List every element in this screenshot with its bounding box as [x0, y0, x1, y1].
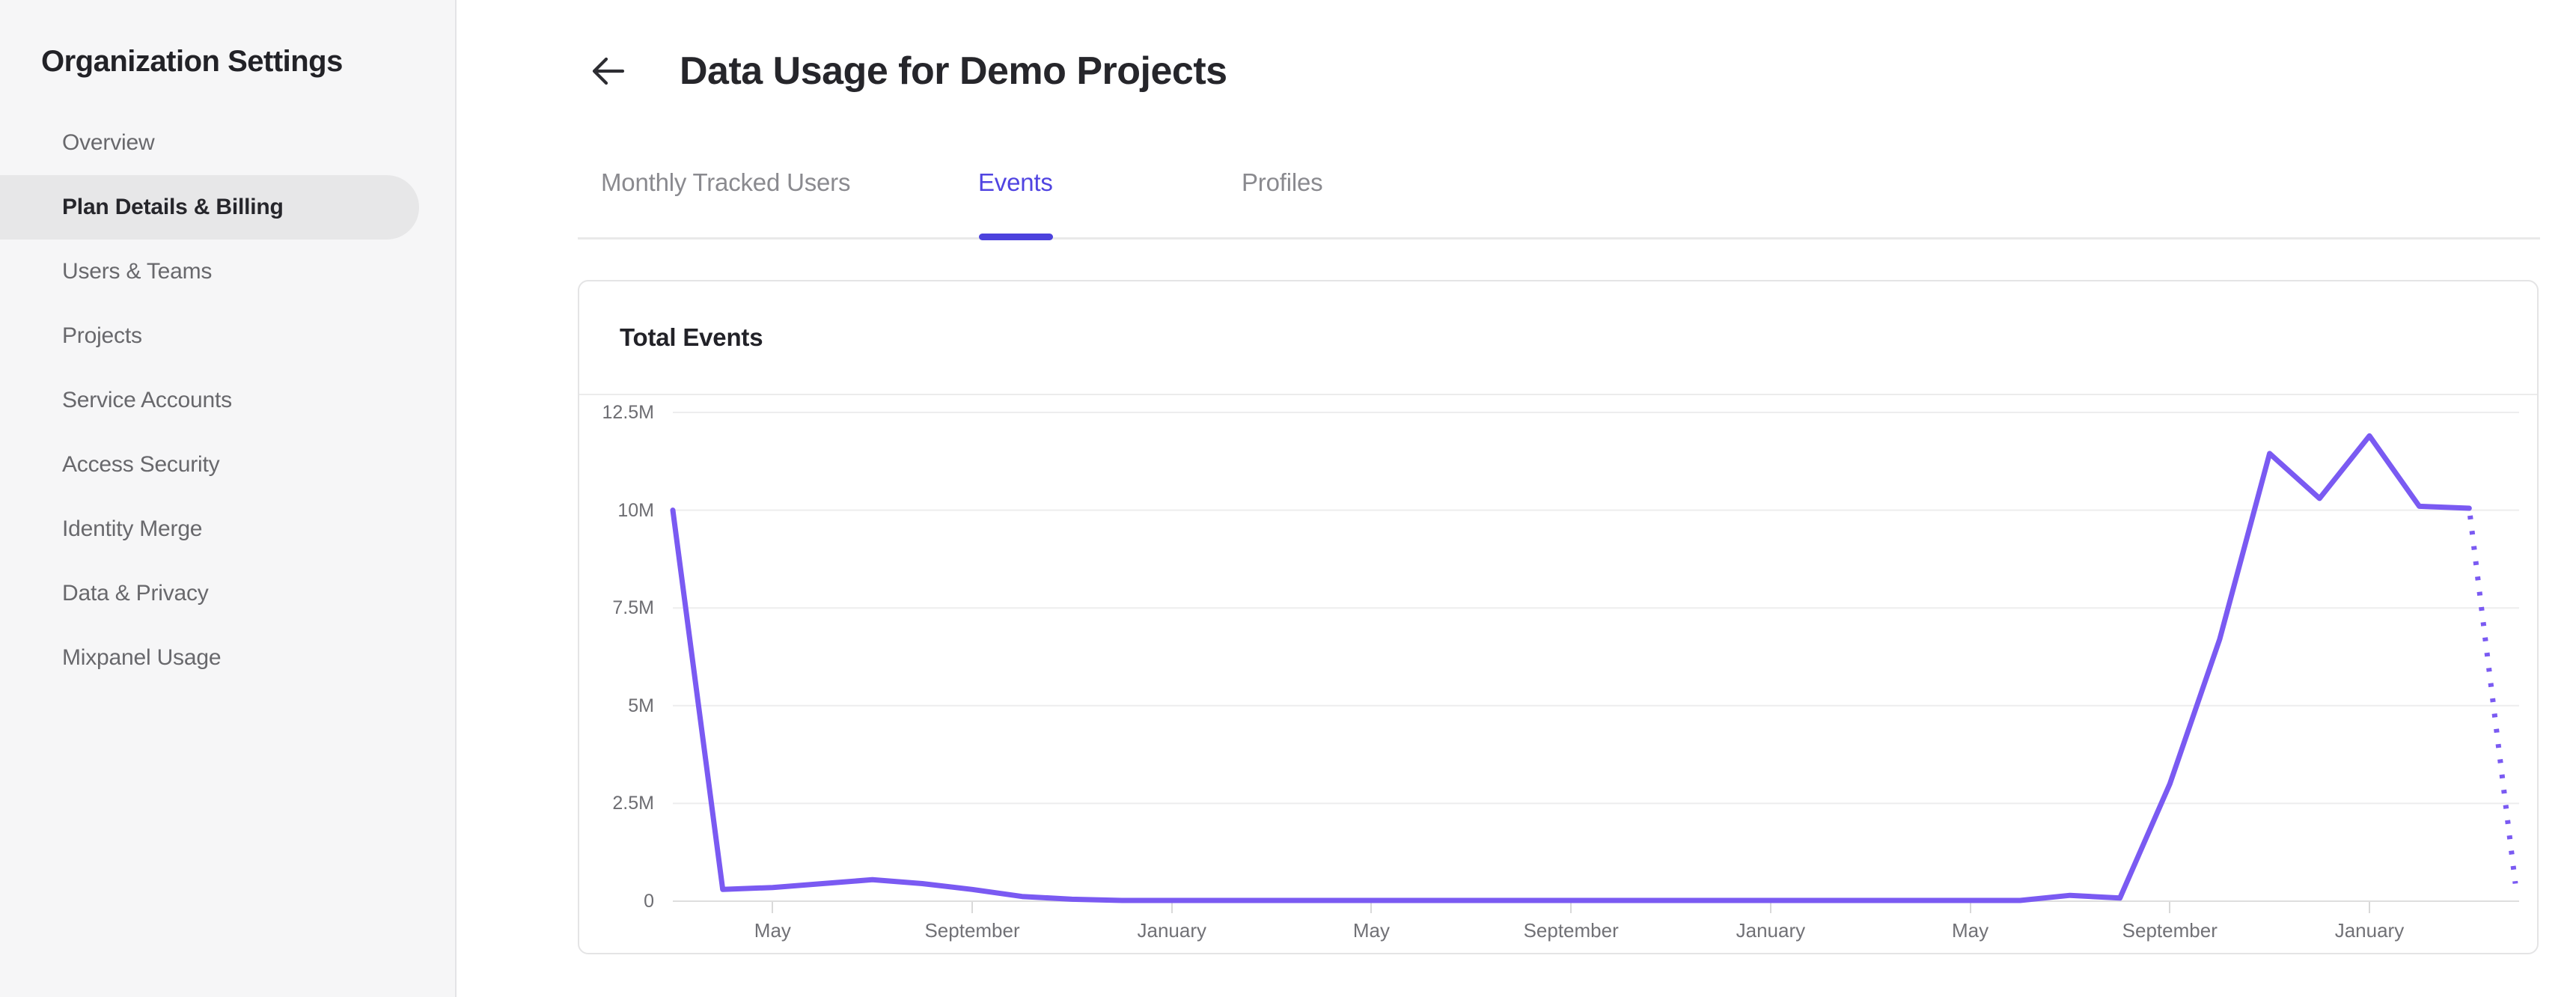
sidebar-item-service-accounts[interactable]: Service Accounts	[62, 388, 232, 412]
x-axis-label: September	[2122, 919, 2218, 942]
x-axis-tick	[1969, 901, 1971, 913]
x-axis-label: May	[1352, 919, 1391, 942]
tab-monthly-tracked-users[interactable]: Monthly Tracked Users	[601, 168, 851, 196]
x-axis-label: May	[1952, 919, 1989, 942]
sidebar-item-data-privacy[interactable]: Data & Privacy	[62, 581, 209, 606]
y-axis-label: 0	[644, 891, 654, 912]
sidebar-title: Organization Settings	[41, 45, 343, 78]
y-axis-label: 2.5M	[612, 793, 654, 814]
y-axis-label: 10M	[617, 499, 654, 521]
x-axis-label: May	[754, 919, 791, 942]
total-events-line-chart	[670, 412, 2519, 903]
x-axis-label: September	[1523, 919, 1619, 942]
x-axis-tick	[971, 901, 974, 913]
tab-bar: Monthly Tracked Users Events Profiles	[578, 120, 2540, 240]
x-axis-tick	[772, 901, 774, 913]
sidebar-item-users-teams[interactable]: Users & Teams	[62, 259, 213, 284]
sidebar-item-access-security[interactable]: Access Security	[62, 452, 220, 477]
y-axis-label: 12.5M	[602, 402, 654, 423]
y-axis-label: 5M	[628, 695, 654, 716]
active-tab-indicator	[979, 234, 1053, 240]
sidebar-item-overview[interactable]: Overview	[62, 130, 155, 155]
x-axis-tick	[1171, 901, 1173, 913]
card-title: Total Events	[620, 323, 763, 351]
sidebar-item-plan-details-billing[interactable]: Plan Details & Billing	[0, 175, 419, 240]
sidebar-nav: Overview Plan Details & Billing Users & …	[0, 111, 457, 690]
x-axis-tick	[1769, 901, 1771, 913]
tab-profiles[interactable]: Profiles	[1242, 168, 1323, 196]
arrow-left-icon	[588, 57, 629, 94]
back-button[interactable]	[588, 51, 629, 91]
sidebar-item-identity-merge[interactable]: Identity Merge	[62, 516, 203, 541]
chart-area: 12.5M 10M 7.5M 5M 2.5M 0 May September January Ma…	[579, 397, 2537, 953]
x-axis-label: September	[924, 919, 1020, 942]
card-header: Total Events	[579, 281, 2537, 395]
x-axis-label: January	[1137, 919, 1207, 942]
events-series-line	[670, 433, 2472, 903]
sidebar: Organization Settings Overview Plan Deta…	[0, 0, 457, 997]
x-axis-label: January	[1736, 919, 1806, 942]
page-title: Data Usage for Demo Projects	[680, 49, 1227, 93]
total-events-card: Total Events 12.5M 10M 7.5M 5M 2.5M 0 May Septe…	[578, 280, 2539, 954]
x-axis-label: January	[2334, 919, 2405, 942]
x-axis-tick	[1370, 901, 1373, 913]
x-axis-tick	[1570, 901, 1572, 913]
sidebar-item-projects[interactable]: Projects	[62, 323, 142, 348]
tab-events[interactable]: Events	[978, 168, 1053, 196]
x-axis-tick	[2368, 901, 2370, 913]
y-axis-label: 7.5M	[612, 597, 654, 619]
sidebar-item-mixpanel-usage[interactable]: Mixpanel Usage	[62, 645, 222, 670]
events-series-projection-dotted	[2466, 507, 2518, 884]
x-axis-tick	[2169, 901, 2171, 913]
